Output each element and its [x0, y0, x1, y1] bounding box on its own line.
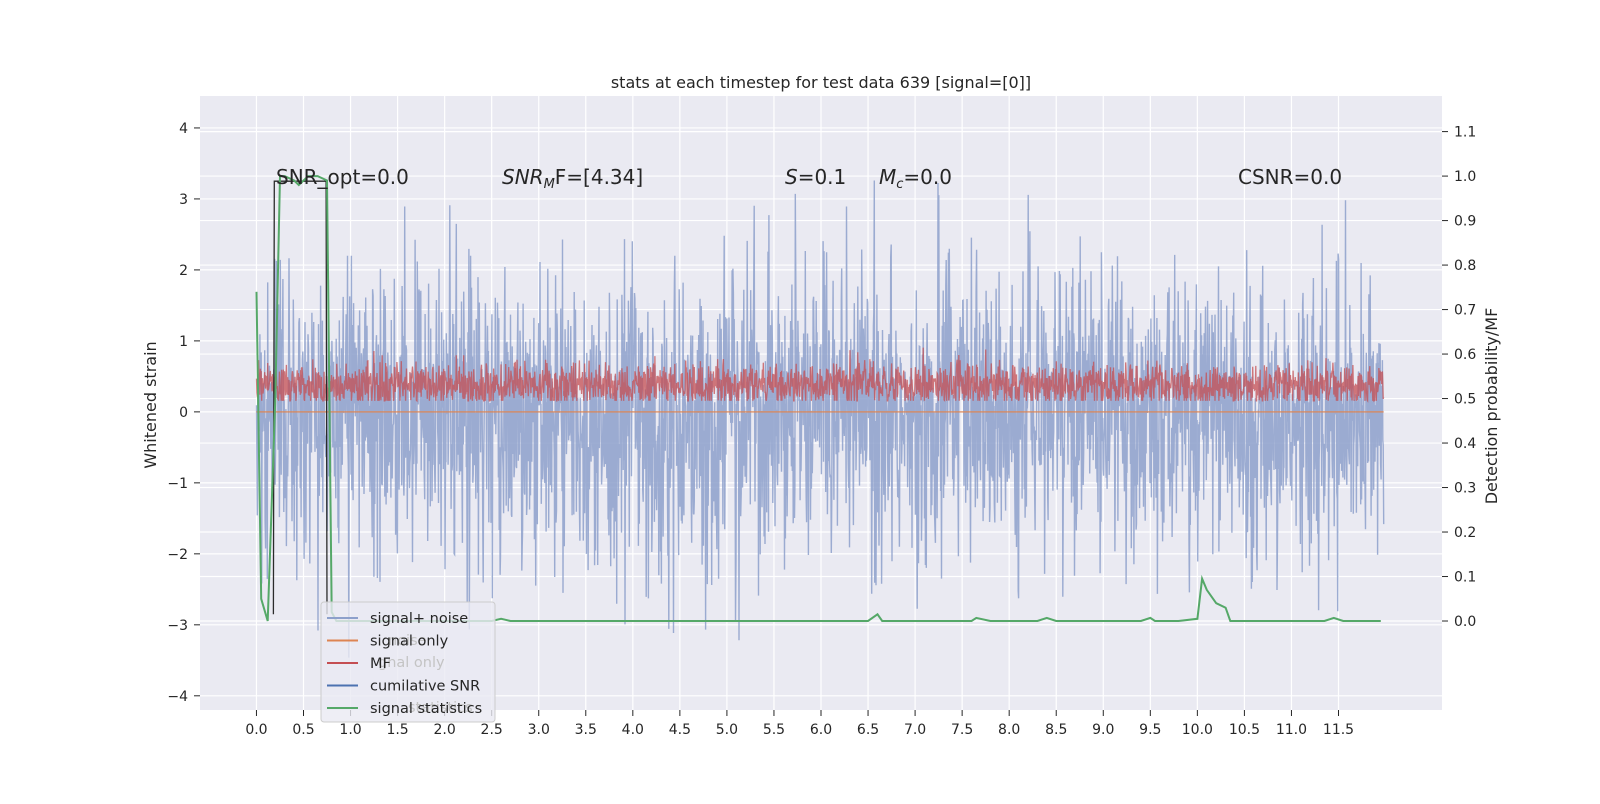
legend-label: signal statistics: [370, 701, 482, 717]
x-tick-label: 2.5: [481, 722, 503, 738]
legend-ghost-text: noise: [388, 633, 427, 649]
annotation-csnr: CSNR=0.0: [1238, 165, 1342, 189]
x-tick-label: 1.0: [339, 722, 361, 738]
y-left-tick-label: −3: [167, 618, 188, 634]
x-tick-label: 2.0: [434, 722, 456, 738]
annotation-s: S=0.1: [785, 165, 846, 189]
x-tick-label: 5.5: [763, 722, 785, 738]
x-tick-label: 6.5: [857, 722, 879, 738]
x-tick-label: 11.0: [1276, 722, 1307, 738]
x-tick-label: 3.0: [528, 722, 550, 738]
y-right-tick-label: 1.0: [1454, 169, 1476, 185]
y-right-tick-label: 0.3: [1454, 481, 1476, 497]
y-right-tick-label: 0.8: [1454, 258, 1476, 274]
x-tick-label: 6.0: [810, 722, 832, 738]
chart-title: stats at each timestep for test data 639…: [611, 73, 1031, 92]
y-left-tick-label: 0: [179, 405, 188, 421]
x-tick-label: 4.5: [669, 722, 691, 738]
x-tick-label: 0.5: [292, 722, 314, 738]
legend-label: signal only: [370, 634, 449, 650]
x-tick-label: 9.5: [1139, 722, 1161, 738]
legend-label: cumilative SNR: [370, 679, 480, 695]
y-right-tick-label: 0.5: [1454, 392, 1476, 408]
x-tick-label: 0.0: [245, 722, 267, 738]
x-tick-label: 8.5: [1045, 722, 1067, 738]
y-right-tick-label: 0.0: [1454, 614, 1476, 630]
y-left-tick-label: 3: [179, 192, 188, 208]
x-tick-label: 8.0: [998, 722, 1020, 738]
x-tick-label: 10.5: [1229, 722, 1260, 738]
y-right-tick-label: 0.1: [1454, 570, 1476, 586]
x-tick-label: 7.5: [951, 722, 973, 738]
y-left-tick-label: 2: [179, 263, 188, 279]
y-left-tick-label: −1: [167, 476, 188, 492]
series-mf: [255, 347, 1385, 403]
line-signal-statistics: [255, 175, 1381, 622]
y-left-tick-label: 1: [179, 334, 188, 350]
legend-box: [320, 601, 496, 723]
y-axis-right-label: Detection probability/MF: [1482, 308, 1501, 505]
annotation-snr-mf: SNRMF=[4.34]: [502, 165, 643, 192]
y-right-tick-label: 0.2: [1454, 525, 1476, 541]
x-tick-label: 4.0: [622, 722, 644, 738]
x-tick-label: 3.5: [575, 722, 597, 738]
y-left-tick-label: 4: [179, 121, 188, 137]
x-tick-label: 10.0: [1182, 722, 1213, 738]
legend-ghost-text: statistics: [408, 700, 473, 716]
legend-label: signal+ noise: [370, 611, 468, 627]
line-mf: [255, 347, 1385, 403]
y-left-tick-label: −2: [167, 547, 188, 563]
legend: noise gnal only statistics signal+ noise…: [320, 601, 496, 723]
x-tick-label: 5.0: [716, 722, 738, 738]
y-right-tick-label: 0.7: [1454, 303, 1476, 319]
legend-label: MF: [370, 656, 391, 672]
y-axis-left-label: Whitened strain: [141, 341, 160, 468]
y-right-tick-label: 0.4: [1454, 436, 1476, 452]
y-right-tick-label: 0.6: [1454, 347, 1476, 363]
legend-ghost-text: gnal only: [378, 655, 445, 671]
x-tick-label: 9.0: [1092, 722, 1114, 738]
y-axis-left: 4 3 2 1 0 −1 −2 −3 −4: [167, 121, 200, 705]
y-axis-right: 1.1 1.0 0.9 0.8 0.7 0.6 0.5 0.4 0.3 0.2 0.1 0.0: [1442, 125, 1476, 630]
x-tick-label: 7.0: [904, 722, 926, 738]
line-cumulative-snr: [272, 180, 328, 615]
series-cumulative-snr: [272, 180, 328, 615]
y-left-tick-label: −4: [167, 689, 188, 705]
annotation-mc: Mc=0.0: [879, 165, 952, 192]
annotation-snr-opt: SNR_opt=0.0: [276, 165, 409, 189]
series-signal-statistics: [255, 175, 1381, 622]
x-axis: 0.0 0.5 1.0 1.5 2.0 2.5 3.0 3.5 4.0 4.5 5.0 5.5 6.0 6…: [245, 710, 1354, 738]
x-tick-label: 11.5: [1323, 722, 1354, 738]
y-right-tick-label: 0.9: [1454, 214, 1476, 230]
y-right-tick-label: 1.1: [1454, 125, 1476, 141]
x-tick-label: 1.5: [386, 722, 408, 738]
